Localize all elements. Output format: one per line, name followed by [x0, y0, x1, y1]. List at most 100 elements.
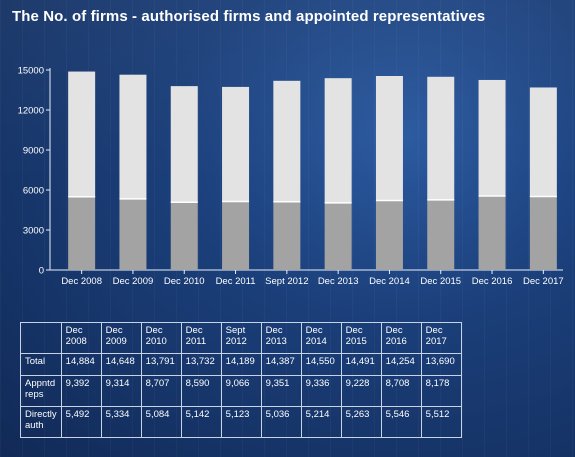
table-row-label-text: auth: [25, 420, 44, 431]
table-header-text: Dec: [265, 325, 283, 336]
table-header-text: 2011: [185, 336, 207, 347]
table-cell: 5,084: [140, 406, 182, 438]
table-header-cell: Dec 2014: [300, 322, 342, 354]
y-tick-label: 0: [39, 266, 44, 277]
table-row-label-text: Directly: [25, 409, 57, 420]
table-cell: 9,392: [60, 375, 102, 407]
table-header-cell: Dec 2013: [260, 322, 302, 354]
y-tick-label: 15000: [18, 66, 44, 77]
table-cell: 14,550: [300, 353, 342, 376]
data-table: Dec 2008 Dec 2009 Dec 2010 Dec 2011 Sept 2012 Dec 2…: [20, 322, 462, 438]
table-header-text: Dec: [385, 325, 403, 336]
table-cell: 8,590: [180, 375, 222, 407]
table-cell: 13,791: [140, 353, 182, 376]
table-cell: 9,351: [260, 375, 302, 407]
table-header-text: Dec: [305, 325, 323, 336]
table-header-text: Dec: [65, 325, 83, 336]
x-tick-label: Dec 2011: [216, 276, 256, 287]
bar-appointed-reps: [170, 86, 198, 203]
bar-appointed-reps: [222, 86, 250, 202]
table-cell: 5,263: [340, 406, 382, 438]
table-cell: 9,066: [220, 375, 262, 407]
table-row: Total 14,884 14,648 13,791 13,732 14,189 14,38…: [20, 353, 462, 376]
table-cell: 8,707: [140, 375, 182, 407]
table-cell: 9,336: [300, 375, 342, 407]
table-header-text: Dec: [185, 325, 203, 336]
table-header-cell: Dec 2015: [340, 322, 382, 354]
table-header-cell: Dec 2008: [60, 322, 102, 354]
bar-directly-authorised: [119, 198, 147, 270]
table-cell: 5,123: [220, 406, 262, 438]
table-header-text: 2015: [345, 336, 367, 347]
table-cell: 9,314: [100, 375, 142, 407]
chart-title: The No. of firms - authorised firms and …: [12, 8, 486, 25]
table-header-cell: Dec 2011: [180, 322, 222, 354]
table-row: Appntd reps 9,392 9,314 8,707 8,590 9,066 9,351…: [20, 375, 462, 407]
table-cell: 5,036: [260, 406, 302, 438]
table-cell: 5,214: [300, 406, 342, 438]
bar-directly-authorised: [68, 196, 96, 270]
table-row-label: Appntd reps: [20, 375, 62, 407]
x-tick-label: Sept 2012: [265, 276, 308, 287]
y-tick-label: 12000: [18, 106, 44, 117]
table-cell: 14,387: [260, 353, 302, 376]
table-header-text: 2009: [105, 336, 127, 347]
table-cell: 5,492: [60, 406, 102, 438]
table-cell: 14,491: [340, 353, 382, 376]
table-header-cell: Sept 2012: [220, 322, 262, 354]
table-row-label-text: Appntd: [25, 378, 56, 389]
bar-appointed-reps: [529, 87, 557, 197]
table-header-text: 2008: [65, 336, 87, 347]
table-cell: 5,334: [100, 406, 142, 438]
bar-directly-authorised: [324, 202, 352, 270]
table-cell: 8,178: [420, 375, 462, 407]
table-cell: 14,254: [380, 353, 422, 376]
table-cell: 8,708: [380, 375, 422, 407]
table-cell: 13,732: [180, 353, 222, 376]
x-tick-label: Dec 2008: [61, 276, 102, 287]
table-header-text: 2014: [305, 336, 327, 347]
bar-appointed-reps: [375, 76, 403, 201]
bar-appointed-reps: [324, 78, 352, 203]
table-header-text: 2012: [225, 336, 247, 347]
bar-appointed-reps: [273, 80, 301, 202]
table-cell: 13,690: [420, 353, 462, 376]
table-row-label: Directly auth: [20, 406, 62, 438]
bar-appointed-reps: [68, 71, 96, 197]
bar-directly-authorised: [273, 201, 301, 270]
table-header-text: Dec: [345, 325, 363, 336]
table-header-row: Dec 2008 Dec 2009 Dec 2010 Dec 2011 Sept 2012 Dec 2…: [20, 322, 462, 354]
x-tick-label: Dec 2013: [318, 276, 359, 287]
y-tick-label: 3000: [23, 226, 44, 237]
table-header-text: 2016: [385, 336, 407, 347]
table-cell: 14,884: [60, 353, 102, 376]
table-row-label-text: reps: [25, 389, 44, 400]
table-row-label: Total: [20, 353, 62, 376]
table-header-cell: Dec 2016: [380, 322, 422, 354]
data-table-wrapper: Dec 2008 Dec 2009 Dec 2010 Dec 2011 Sept 2012 Dec 2…: [20, 322, 462, 438]
bar-directly-authorised: [222, 201, 250, 270]
x-tick-label: Dec 2017: [523, 276, 564, 287]
table-header-cell: Dec 2017: [420, 322, 462, 354]
table-header-text: Dec: [425, 325, 443, 336]
y-tick-label: 6000: [23, 186, 44, 197]
bar-directly-authorised: [170, 202, 198, 270]
x-tick-label: Dec 2010: [164, 276, 205, 287]
bar-appointed-reps: [119, 74, 147, 199]
table-header-text: Sept: [225, 325, 246, 336]
bar-appointed-reps: [478, 79, 506, 197]
x-tick-label: Dec 2015: [420, 276, 461, 287]
bar-directly-authorised: [427, 199, 455, 270]
stacked-bar-chart: 0 3000 6000 9000 12000 15000 Dec 2008 Dec 2009 D…: [18, 66, 564, 287]
table-cell: 5,546: [380, 406, 422, 438]
bar-appointed-reps: [427, 76, 455, 200]
table-cell: 5,512: [420, 406, 462, 438]
bar-directly-authorised: [529, 196, 557, 270]
table-header-text: Dec: [145, 325, 163, 336]
x-tick-label: Dec 2014: [369, 276, 410, 287]
bar-directly-authorised: [478, 196, 506, 270]
table-corner-cell: [20, 322, 62, 354]
table-header-text: 2010: [145, 336, 167, 347]
bar-directly-authorised: [375, 200, 403, 270]
x-tick-label: Dec 2009: [113, 276, 154, 287]
